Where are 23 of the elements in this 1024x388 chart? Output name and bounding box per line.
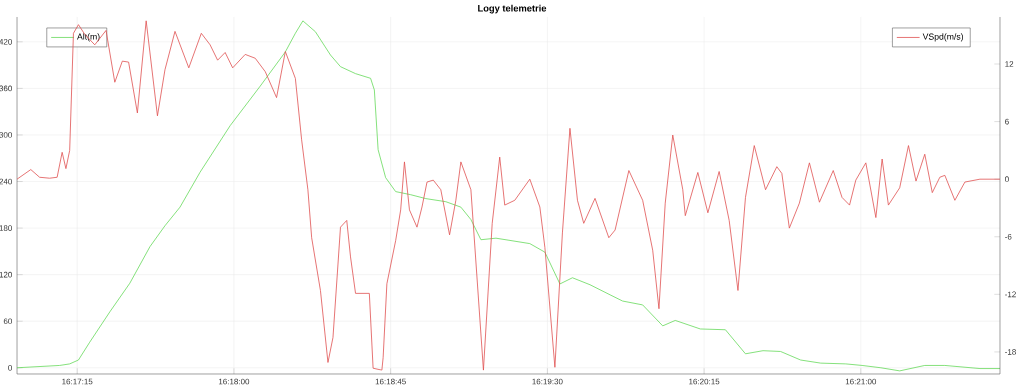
y-tick-label: 360 xyxy=(0,85,12,92)
x-tick-label: 16:18:45 xyxy=(375,378,406,385)
y2-tick-label: 0 xyxy=(1005,176,1009,183)
y-tick-label: 180 xyxy=(0,225,12,231)
legend-label: VSpd(m/s) xyxy=(922,33,964,42)
y2-tick-label: -6 xyxy=(1005,233,1012,240)
y2-tick-label: 12 xyxy=(1005,61,1014,67)
y-tick-label: 240 xyxy=(0,178,12,185)
x-tick-label: 16:18:00 xyxy=(218,378,250,385)
y-tick-label: 300 xyxy=(0,132,12,138)
y2-tick-label: -18 xyxy=(1005,349,1016,355)
y2-tick-label: -12 xyxy=(1005,291,1016,298)
x-tick-label: 16:21:00 xyxy=(845,378,877,385)
chart-title: Logy telemetrie xyxy=(478,4,547,14)
x-tick-label: 16:17:15 xyxy=(62,378,93,385)
y-tick-label: 60 xyxy=(3,318,12,325)
legend-label: Alt(m) xyxy=(77,33,100,42)
y2-tick-label: 6 xyxy=(1005,118,1009,125)
y-tick-label: 0 xyxy=(8,364,12,371)
y-tick-label: 420 xyxy=(0,39,12,45)
x-tick-label: 16:19:30 xyxy=(532,378,563,385)
x-tick-label: 16:20:15 xyxy=(689,378,720,385)
y-tick-label: 120 xyxy=(0,271,12,278)
